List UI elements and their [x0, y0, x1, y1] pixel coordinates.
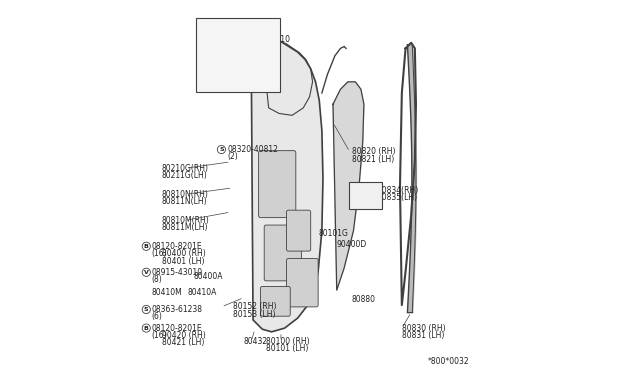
Text: 08320-40812: 08320-40812 [227, 145, 278, 154]
Text: 80100 (RH): 80100 (RH) [266, 337, 310, 346]
Text: 80811M(LH): 80811M(LH) [162, 223, 209, 232]
Text: 08120-8201E: 08120-8201E [152, 242, 202, 251]
Text: 80810N(RH): 80810N(RH) [162, 190, 209, 199]
Text: 80152 (RH): 80152 (RH) [232, 302, 276, 311]
FancyBboxPatch shape [287, 210, 310, 251]
Text: 80810: 80810 [266, 35, 290, 44]
Text: (4): (4) [229, 46, 240, 55]
Text: 80410M: 80410M [152, 288, 182, 296]
Text: 80824A: 80824A [351, 196, 380, 205]
Text: 08915-43010: 08915-43010 [152, 268, 203, 277]
Text: 80432: 80432 [244, 337, 268, 346]
Text: 80421 (LH): 80421 (LH) [162, 339, 204, 347]
Text: 80101 (LH): 80101 (LH) [266, 344, 308, 353]
Text: (16): (16) [152, 249, 168, 258]
Text: B: B [144, 244, 148, 249]
Text: 80101G: 80101G [319, 229, 349, 238]
FancyBboxPatch shape [349, 182, 382, 209]
Text: 3HB, C: 3HB, C [199, 26, 225, 35]
Text: 80401 (LH): 80401 (LH) [162, 257, 204, 266]
Text: 80835(LH): 80835(LH) [378, 193, 418, 202]
Text: 80210G(RH): 80210G(RH) [162, 164, 209, 173]
Text: USA: USA [355, 187, 376, 196]
Text: 08523-41042: 08523-41042 [229, 35, 280, 44]
Text: *800*0032: *800*0032 [428, 357, 470, 366]
Text: 80410A: 80410A [188, 288, 218, 296]
Text: 80821 (LH): 80821 (LH) [351, 155, 394, 164]
Text: (6): (6) [152, 312, 163, 321]
Text: S: S [144, 307, 148, 312]
Text: 80810M(RH): 80810M(RH) [162, 216, 210, 225]
FancyBboxPatch shape [287, 259, 318, 307]
Text: 80400A: 80400A [193, 272, 223, 280]
FancyBboxPatch shape [260, 286, 291, 316]
Text: 90420 (RH): 90420 (RH) [162, 331, 205, 340]
Text: 80834(RH): 80834(RH) [378, 186, 419, 195]
Text: S: S [220, 36, 225, 42]
Text: (2): (2) [227, 153, 237, 161]
Text: V: V [144, 270, 148, 275]
Text: 80830 (RH): 80830 (RH) [402, 324, 445, 333]
Text: 08523-51242: 08523-51242 [229, 65, 280, 74]
Polygon shape [333, 82, 364, 290]
FancyBboxPatch shape [196, 18, 280, 92]
FancyBboxPatch shape [264, 225, 301, 281]
Text: S: S [219, 147, 224, 152]
Text: 80400 (RH): 80400 (RH) [162, 249, 205, 258]
Text: 80880: 80880 [351, 295, 376, 304]
Text: 80211G(LH): 80211G(LH) [162, 171, 207, 180]
Text: 90400D: 90400D [337, 240, 367, 249]
Text: S: S [220, 67, 225, 73]
Text: 08363-61238: 08363-61238 [152, 305, 203, 314]
Text: B: B [144, 326, 148, 331]
Text: 80831 (LH): 80831 (LH) [402, 331, 444, 340]
Text: 80820 (RH): 80820 (RH) [351, 147, 395, 156]
Text: 08120-8201E: 08120-8201E [152, 324, 202, 333]
Text: (16): (16) [152, 331, 168, 340]
Text: (2): (2) [229, 75, 239, 84]
Text: (8): (8) [152, 275, 163, 284]
Text: 80811N(LH): 80811N(LH) [162, 197, 207, 206]
Text: 80820A: 80820A [201, 49, 230, 58]
Text: 80153 (LH): 80153 (LH) [232, 310, 275, 319]
Polygon shape [251, 35, 323, 332]
FancyBboxPatch shape [259, 151, 296, 218]
